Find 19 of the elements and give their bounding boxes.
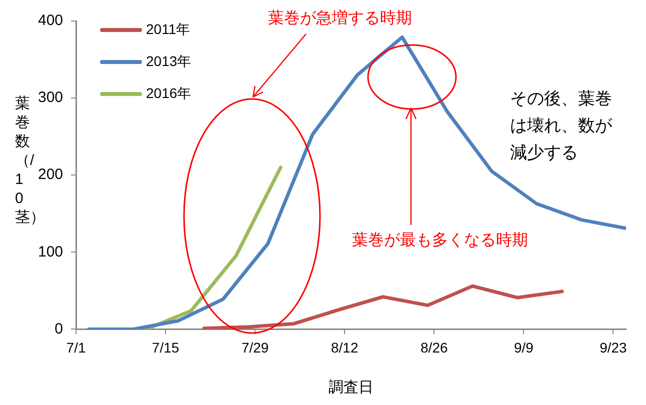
x-tick-label: 8/12 <box>330 339 358 356</box>
y-tick-label: 100 <box>38 243 64 260</box>
legend-label: 2016年 <box>146 85 192 103</box>
y-tick-label: 0 <box>54 320 64 338</box>
annotation: 葉巻が急増する時期 <box>268 8 412 29</box>
x-tick-label: 7/1 <box>66 339 86 356</box>
y-tick-label: 300 <box>38 89 64 106</box>
x-tick-label: 9/9 <box>514 339 534 356</box>
x-tick-label: 8/26 <box>420 339 448 356</box>
annotation: その後、葉巻は壊れ、数が減少する <box>510 88 613 164</box>
x-tick-label: 7/15 <box>152 339 180 356</box>
legend-label: 2011年 <box>146 21 190 39</box>
y-tick-label: 200 <box>38 166 64 184</box>
y-tick-label: 400 <box>38 12 64 30</box>
legend-label: 2013年 <box>146 53 192 71</box>
x-tick-label: 7/29 <box>241 339 269 356</box>
annotation: 葉巻が最も多くなる時期 <box>352 230 528 251</box>
x-tick-label: 9/23 <box>600 339 628 356</box>
x-axis-title: 調査日 <box>328 379 374 396</box>
